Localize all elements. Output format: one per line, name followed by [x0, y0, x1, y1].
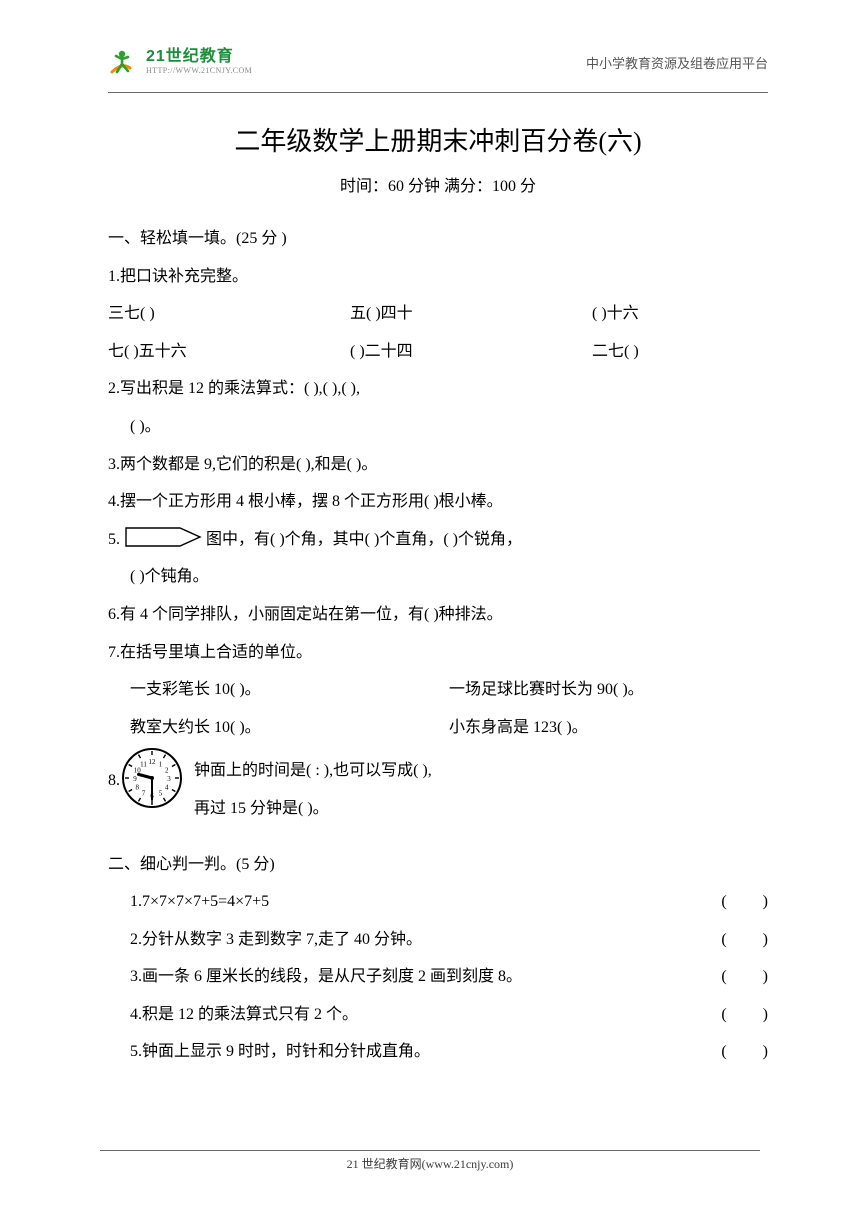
- q8-l2: 再过 15 分钟是( )。: [194, 790, 768, 828]
- q7-a: 一支彩笔长 10( )。: [130, 671, 449, 709]
- q7-head: 7.在括号里填上合适的单位。: [108, 634, 768, 672]
- q5-l1: 5. 图中，有( )个角，其中( )个直角，( )个锐角，: [108, 521, 768, 559]
- footer: 21 世纪教育网(www.21cnjy.com): [0, 1150, 860, 1172]
- q1-r2-a: 七( )五十六: [108, 333, 350, 371]
- svg-text:2: 2: [165, 767, 169, 775]
- logo-text: 21世纪教育 HTTP://WWW.21CNJY.COM: [146, 49, 252, 75]
- judge-4: 4.积是 12 的乘法算式只有 2 个。 ( ): [108, 996, 768, 1034]
- judge-1-paren: ( ): [721, 883, 768, 921]
- clock-icon: 121234567891011: [120, 746, 184, 825]
- svg-text:5: 5: [159, 790, 163, 798]
- spacer: [108, 828, 768, 846]
- logo-cn: 21世纪教育: [146, 49, 252, 65]
- q7-d: 小东身高是 123( )。: [449, 709, 768, 747]
- header-right: 中小学教育资源及组卷应用平台: [586, 53, 768, 72]
- svg-text:12: 12: [149, 758, 157, 766]
- q1-row2: 七( )五十六 ( )二十四 二七( ): [108, 333, 768, 371]
- svg-text:1: 1: [159, 761, 163, 769]
- q5-rest: 图中，有( )个角，其中( )个直角，( )个锐角，: [206, 531, 522, 548]
- q7-row1: 一支彩笔长 10( )。 一场足球比赛时长为 90( )。: [108, 671, 768, 709]
- judge-3: 3.画一条 6 厘米长的线段，是从尺子刻度 2 画到刻度 8。 ( ): [108, 958, 768, 996]
- q6: 6.有 4 个同学排队，小丽固定站在第一位，有( )种排法。: [108, 596, 768, 634]
- judge-5: 5.钟面上显示 9 时时，时针和分针成直角。 ( ): [108, 1033, 768, 1071]
- q7-b: 一场足球比赛时长为 90( )。: [449, 671, 768, 709]
- q4: 4.摆一个正方形用 4 根小棒，摆 8 个正方形用( )根小棒。: [108, 483, 768, 521]
- q3: 3.两个数都是 9,它们的积是( ),和是( )。: [108, 446, 768, 484]
- footer-text: 21 世纪教育网(www.21cnjy.com): [0, 1155, 860, 1172]
- page: 21世纪教育 HTTP://WWW.21CNJY.COM 中小学教育资源及组卷应…: [0, 0, 860, 1216]
- svg-text:4: 4: [165, 784, 169, 792]
- logo-icon: [108, 46, 140, 78]
- svg-text:9: 9: [133, 775, 137, 783]
- q8: 8. 121234567891011 钟面上的时间是( : ),也可以写成( )…: [108, 746, 768, 827]
- q2-l1: 2.写出积是 12 的乘法算式：( ),( ),( ),: [108, 370, 768, 408]
- body: 一、轻松填一填。(25 分 ) 1.把口诀补充完整。 三七( ) 五( )四十 …: [108, 220, 768, 1071]
- footer-rule: [100, 1150, 760, 1151]
- judge-5-text: 5.钟面上显示 9 时时，时针和分针成直角。: [130, 1033, 430, 1071]
- page-title: 二年级数学上册期末冲刺百分卷(六): [108, 121, 768, 158]
- judge-1: 1.7×7×7×7+5=4×7+5 ( ): [108, 883, 768, 921]
- q1-row1: 三七( ) 五( )四十 ( )十六: [108, 295, 768, 333]
- q5-prefix: 5.: [108, 531, 124, 548]
- judge-5-paren: ( ): [721, 1033, 768, 1071]
- q1-r1-a: 三七( ): [108, 295, 350, 333]
- judge-3-paren: ( ): [721, 958, 768, 996]
- svg-text:8: 8: [136, 784, 140, 792]
- judge-2-text: 2.分针从数字 3 走到数字 7,走了 40 分钟。: [130, 921, 422, 959]
- judge-4-text: 4.积是 12 的乘法算式只有 2 个。: [130, 996, 358, 1034]
- q1-head: 1.把口诀补充完整。: [108, 258, 768, 296]
- header-rule: [108, 92, 768, 93]
- q1-r1-c: ( )十六: [592, 295, 768, 333]
- q8-l1: 钟面上的时间是( : ),也可以写成( ),: [194, 746, 768, 790]
- logo: 21世纪教育 HTTP://WWW.21CNJY.COM: [108, 46, 252, 78]
- q5-l2: ( )个钝角。: [108, 558, 768, 596]
- page-subtitle: 时间：60 分钟 满分：100 分: [108, 172, 768, 196]
- svg-text:7: 7: [142, 790, 146, 798]
- q1-r2-b: ( )二十四: [350, 333, 592, 371]
- logo-en: HTTP://WWW.21CNJY.COM: [146, 67, 252, 75]
- header-row: 21世纪教育 HTTP://WWW.21CNJY.COM 中小学教育资源及组卷应…: [108, 46, 768, 78]
- judge-3-text: 3.画一条 6 厘米长的线段，是从尺子刻度 2 画到刻度 8。: [130, 958, 522, 996]
- section2-head: 二、细心判一判。(5 分): [108, 846, 768, 884]
- judge-2: 2.分针从数字 3 走到数字 7,走了 40 分钟。 ( ): [108, 921, 768, 959]
- q1-r2-c: 二七( ): [592, 333, 768, 371]
- judge-1-text: 1.7×7×7×7+5=4×7+5: [130, 883, 269, 921]
- q7-c: 教室大约长 10( )。: [130, 709, 449, 747]
- svg-text:3: 3: [167, 775, 171, 783]
- section1-head: 一、轻松填一填。(25 分 ): [108, 220, 768, 258]
- judge-4-paren: ( ): [721, 996, 768, 1034]
- pentagon-icon: [124, 525, 202, 547]
- q1-r1-b: 五( )四十: [350, 295, 592, 333]
- q8-text: 钟面上的时间是( : ),也可以写成( ), 再过 15 分钟是( )。: [194, 746, 768, 827]
- svg-text:11: 11: [140, 761, 147, 769]
- q2-l2: ( )。: [108, 408, 768, 446]
- judge-2-paren: ( ): [721, 921, 768, 959]
- q7-row2: 教室大约长 10( )。 小东身高是 123( )。: [108, 709, 768, 747]
- q8-prefix: 8.: [108, 746, 120, 800]
